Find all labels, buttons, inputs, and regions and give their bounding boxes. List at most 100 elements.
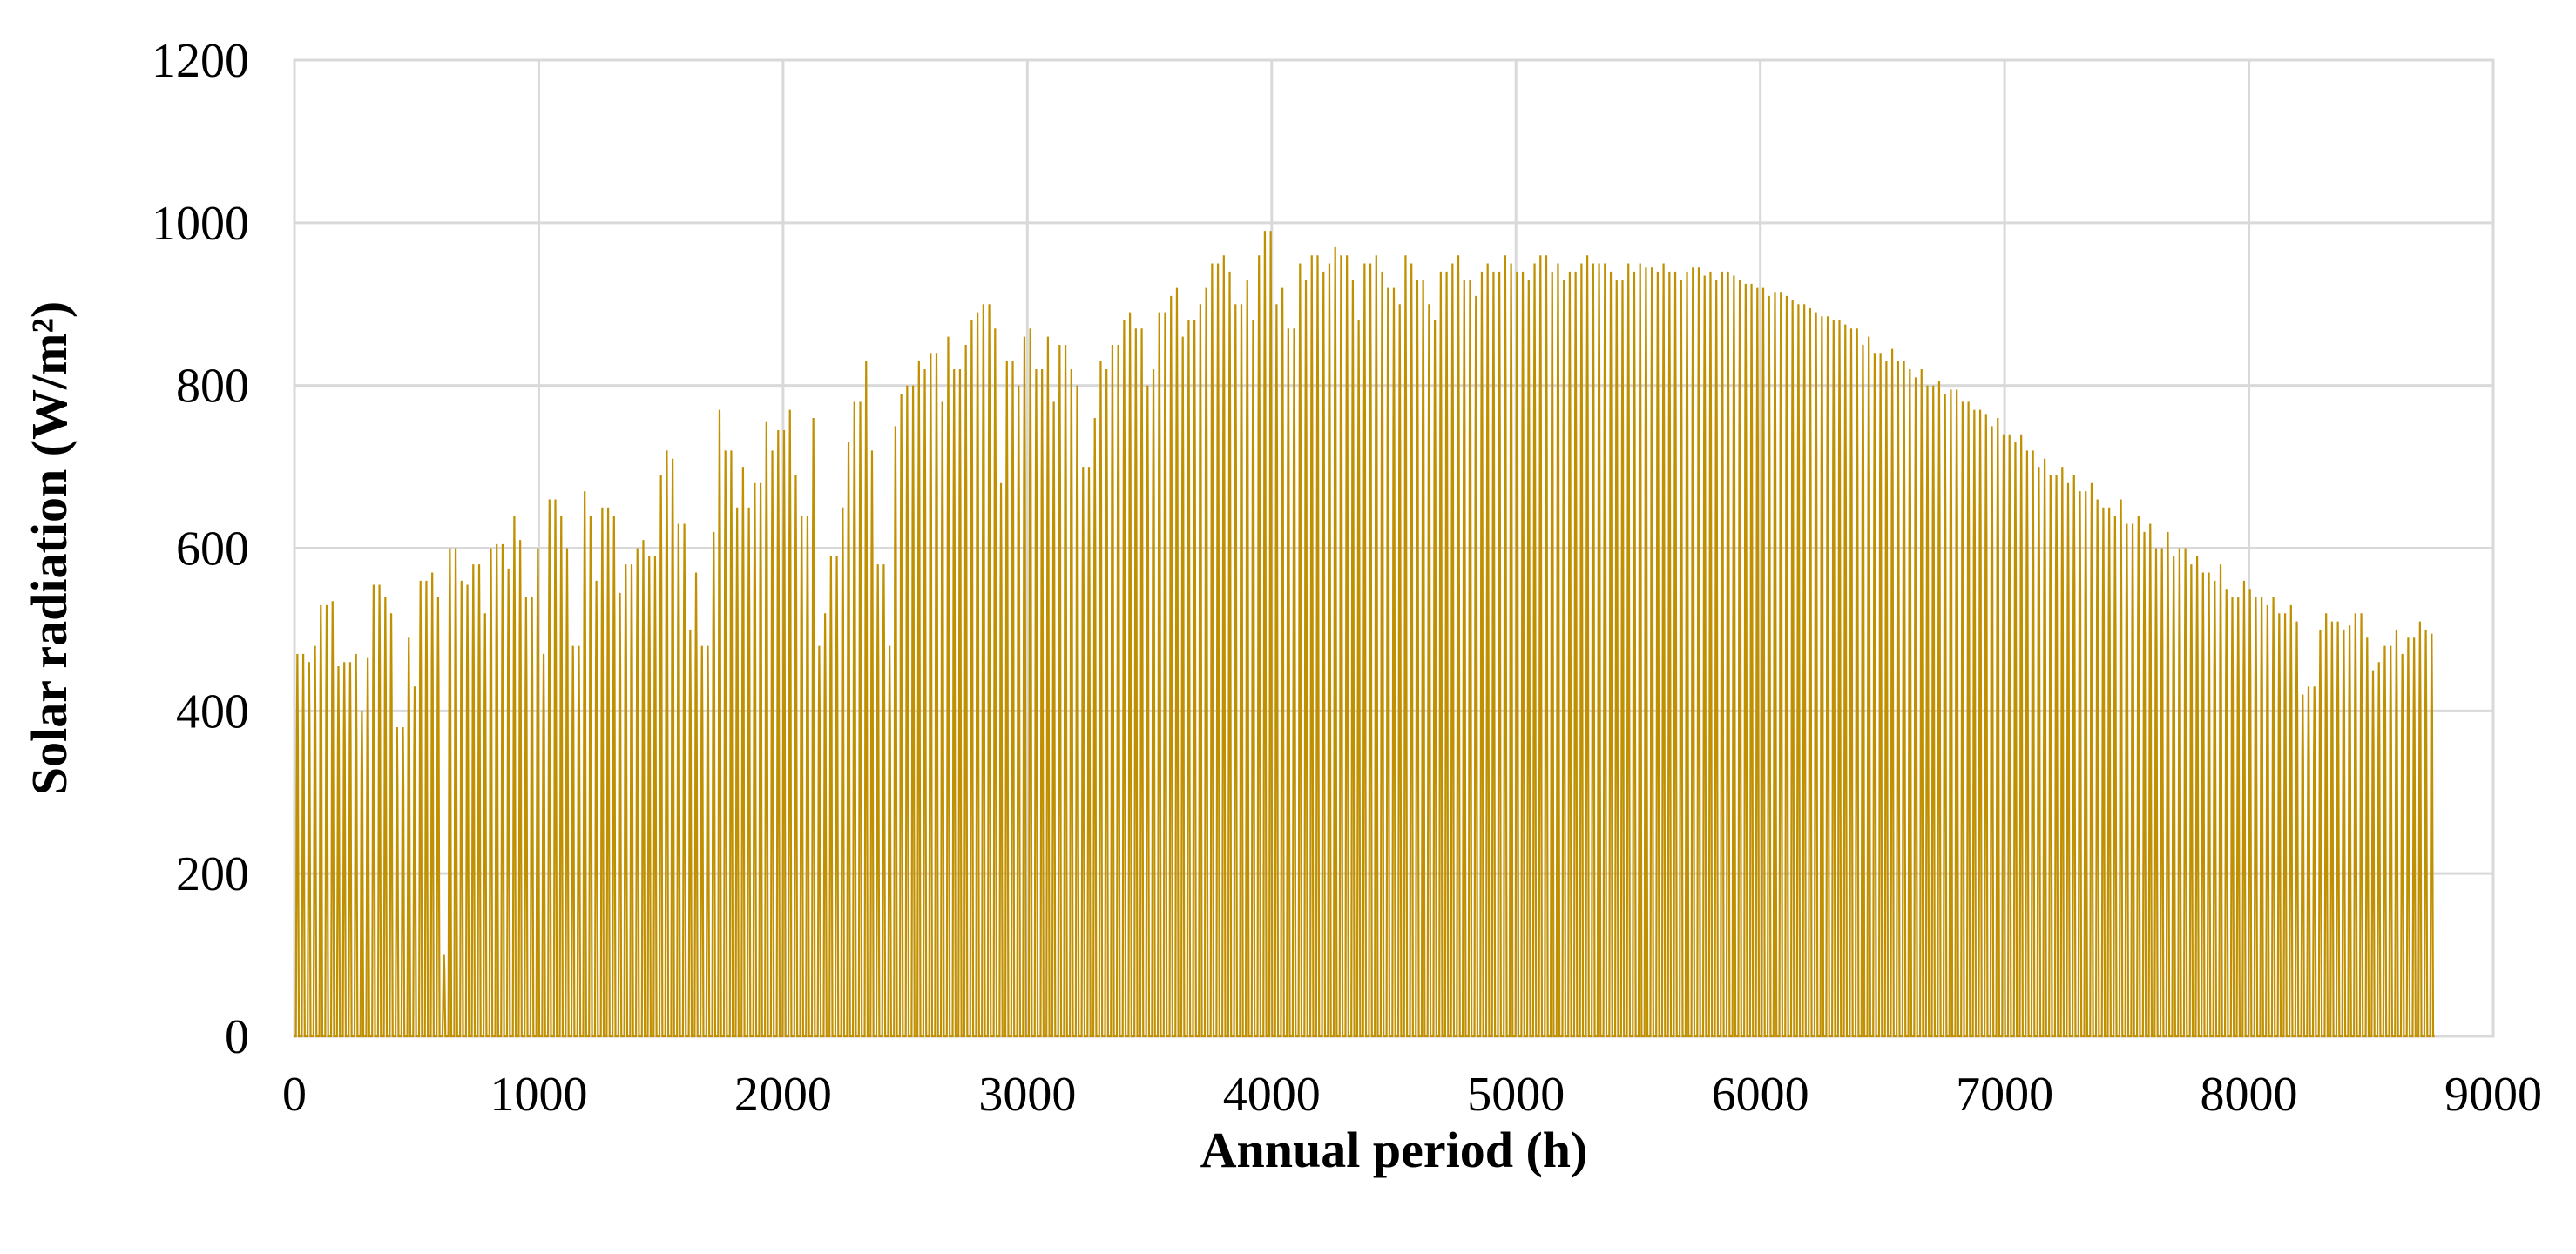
series-day-spike xyxy=(587,516,594,1038)
series-day-spike xyxy=(816,645,822,1038)
series-day-spike xyxy=(963,344,970,1038)
series-day-spike xyxy=(1379,271,1385,1038)
series-day-spike xyxy=(1291,328,1297,1038)
series-day-spike xyxy=(1180,336,1187,1038)
series-day-spike xyxy=(2030,450,2037,1038)
series-day-spike xyxy=(1637,263,1644,1038)
series-day-spike xyxy=(2299,694,2306,1038)
x-tick-label: 4000 xyxy=(1223,1068,1321,1122)
series-day-spike xyxy=(2082,491,2089,1038)
series-day-spike xyxy=(2282,613,2289,1038)
x-tick-label: 1000 xyxy=(490,1068,587,1122)
series-day-spike xyxy=(1601,263,1608,1038)
series-day-spike xyxy=(2305,686,2312,1038)
series-day-spike xyxy=(564,548,571,1038)
series-day-spike xyxy=(1144,385,1151,1038)
series-day-spike xyxy=(1854,328,1861,1038)
series-day-spike xyxy=(1478,271,1485,1038)
series-day-spike xyxy=(482,613,489,1038)
series-day-spike xyxy=(1079,467,1086,1038)
series-day-spike xyxy=(1596,263,1602,1038)
series-day-spike xyxy=(898,394,904,1038)
series-day-spike xyxy=(505,568,512,1038)
series-day-spike xyxy=(1338,255,1344,1038)
x-axis-title: Annual period (h) xyxy=(1200,1122,1588,1178)
series-day-spike xyxy=(1912,377,1919,1038)
series-day-spike xyxy=(1326,263,1333,1038)
series-day-spike xyxy=(1877,353,1884,1038)
series-day-spike xyxy=(317,604,324,1038)
series-day-spike xyxy=(2200,572,2207,1038)
series-day-spike xyxy=(400,727,406,1038)
series-day-spike xyxy=(922,368,928,1038)
series-day-spike xyxy=(1484,263,1491,1038)
series-day-spike xyxy=(1208,263,1215,1038)
series-day-spike xyxy=(1883,361,1890,1038)
series-day-spike xyxy=(1549,271,1556,1038)
series-day-spike xyxy=(2294,621,2300,1038)
series-day-spike xyxy=(423,580,429,1038)
series-day-spike xyxy=(576,645,582,1038)
series-day-spike xyxy=(1074,385,1080,1038)
series-day-spike xyxy=(2176,548,2183,1038)
series-day-spike xyxy=(1654,271,1661,1038)
series-day-spike xyxy=(1818,316,1825,1038)
series-day-spike xyxy=(2129,523,2136,1038)
y-tick-label: 1200 xyxy=(152,34,249,88)
series-day-spike xyxy=(341,662,348,1038)
series-day-spike xyxy=(746,507,752,1038)
series-day-spike xyxy=(2053,475,2059,1038)
series-day-spike xyxy=(2417,621,2424,1038)
series-day-spike xyxy=(605,507,612,1038)
series-day-spike xyxy=(1631,271,1638,1038)
series-day-spike xyxy=(1103,368,1110,1038)
series-day-spike xyxy=(511,516,517,1038)
series-day-spike xyxy=(335,665,341,1038)
series-day-spike xyxy=(2258,597,2265,1038)
series-day-spike xyxy=(1015,385,1022,1038)
series-day-spike xyxy=(769,450,775,1038)
series-day-spike xyxy=(1643,267,1649,1038)
series-day-spike xyxy=(1232,304,1239,1038)
series-day-spike xyxy=(1403,255,1409,1038)
series-day-spike xyxy=(1830,320,1837,1038)
series-day-spike xyxy=(862,361,869,1038)
series-day-spike xyxy=(2112,516,2119,1038)
series-day-spike xyxy=(1437,271,1444,1038)
series-day-spike xyxy=(1965,401,1971,1038)
series-day-spike xyxy=(1625,263,1632,1038)
series-day-spike xyxy=(1062,344,1069,1038)
series-day-spike xyxy=(1989,426,1995,1038)
series-day-spike xyxy=(810,418,817,1038)
series-day-spike xyxy=(2410,637,2417,1038)
series-day-spike xyxy=(405,637,412,1038)
series-day-spike xyxy=(2018,434,2025,1038)
series-day-spike xyxy=(903,385,910,1038)
series-day-spike xyxy=(740,467,747,1038)
series-day-spike xyxy=(664,450,670,1038)
series-day-spike xyxy=(1736,280,1743,1038)
series-day-spike xyxy=(2036,467,2042,1038)
series-day-spike xyxy=(1560,280,1567,1038)
series-day-spike xyxy=(452,548,459,1038)
series-day-spike xyxy=(1408,263,1415,1038)
series-day-spike xyxy=(1491,271,1497,1038)
series-day-spike xyxy=(1197,304,1204,1038)
series-day-spike xyxy=(1227,271,1233,1038)
series-day-spike xyxy=(945,336,951,1038)
series-day-spike xyxy=(927,353,934,1038)
series-day-spike xyxy=(2229,597,2235,1038)
series-day-spike xyxy=(1250,320,1256,1038)
series-day-spike xyxy=(1033,368,1039,1038)
series-day-spike xyxy=(2182,548,2189,1038)
series-day-spike xyxy=(1525,280,1532,1038)
series-day-spike xyxy=(1766,295,1773,1038)
series-day-spike xyxy=(2288,604,2295,1038)
series-day-spike xyxy=(312,645,318,1038)
series-day-spike xyxy=(1038,368,1045,1038)
series-day-spike xyxy=(705,645,711,1038)
series-day-spike xyxy=(886,645,893,1038)
series-day-spike xyxy=(1162,312,1168,1038)
series-day-spike xyxy=(1472,295,1479,1038)
series-day-spike xyxy=(1315,255,1321,1038)
